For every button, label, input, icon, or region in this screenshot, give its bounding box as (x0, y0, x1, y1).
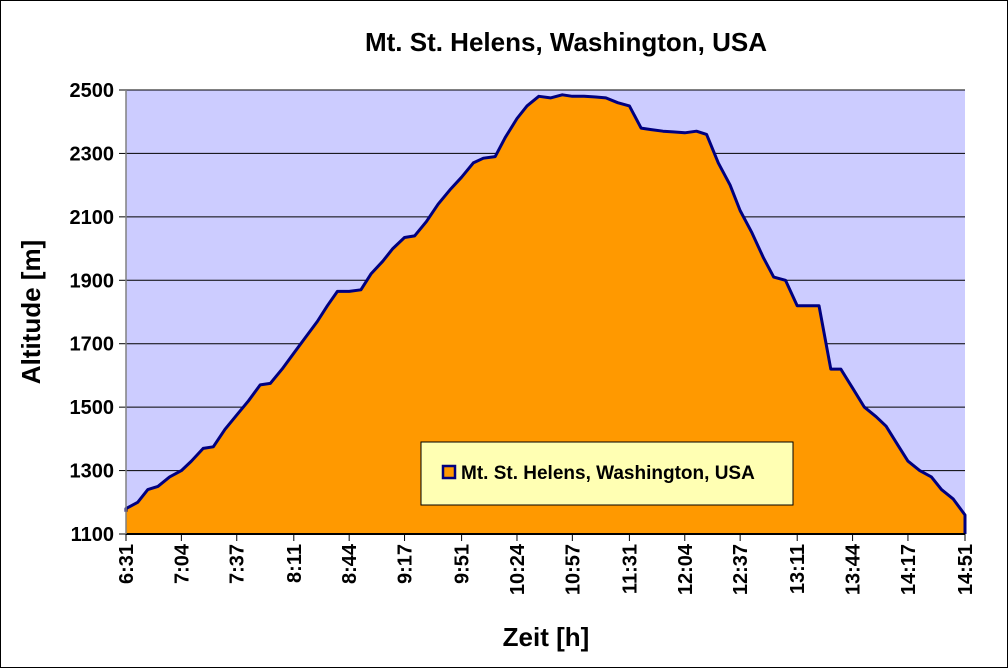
area-series-line (124, 93, 967, 534)
area-series-fill (126, 94, 965, 535)
legend-box (420, 441, 794, 506)
x-tick-label: 9:17 (395, 544, 417, 584)
x-tick-label: 12:04 (675, 543, 697, 595)
legend-label: Mt. St. Helens, Washington, USA (461, 463, 755, 484)
x-tick-label: 10:57 (562, 544, 584, 595)
y-tick-label: 1900 (70, 270, 115, 292)
chart-title: Mt. St. Helens, Washington, USA (365, 27, 767, 57)
y-tick-label: 1500 (70, 397, 115, 419)
x-tick-label: 14:17 (898, 544, 920, 595)
legend: Mt. St. Helens, Washington, USA (420, 441, 794, 506)
x-axis-title: Zeit [h] (503, 622, 590, 652)
y-axis-ticks: 1100 1300 1500 1700 1900 2100 2300 2500 (70, 80, 126, 546)
y-tick-label: 2500 (70, 80, 115, 102)
x-tick-label: 8:11 (284, 544, 306, 583)
y-tick-label: 2100 (70, 207, 115, 229)
y-tick-label: 1300 (70, 461, 115, 483)
x-tick-label: 6:31 (116, 544, 138, 584)
x-tick-label: 13:44 (843, 543, 865, 595)
x-tick-label: 12:37 (730, 544, 752, 595)
x-tick-label: 10:24 (507, 543, 529, 595)
y-axis-title: Altitude [m] (16, 240, 46, 384)
legend-swatch (441, 464, 457, 480)
x-tick-label: 8:44 (339, 543, 361, 584)
x-tick-label: 9:51 (452, 544, 474, 584)
x-tick-label: 7:04 (171, 543, 193, 584)
y-tick-label: 2300 (70, 143, 115, 165)
x-tick-label: 13:11 (787, 544, 809, 594)
x-tick-label: 11:31 (619, 544, 641, 594)
y-tick-label: 1100 (71, 524, 114, 546)
y-tick-label: 1700 (70, 334, 115, 356)
x-tick-label: 7:37 (227, 544, 249, 584)
x-tick-label: 14:51 (955, 544, 977, 595)
x-axis-ticks: 6:31 7:04 7:37 8:11 8:44 9:17 9:51 10:24 10:57 11… (116, 534, 977, 595)
